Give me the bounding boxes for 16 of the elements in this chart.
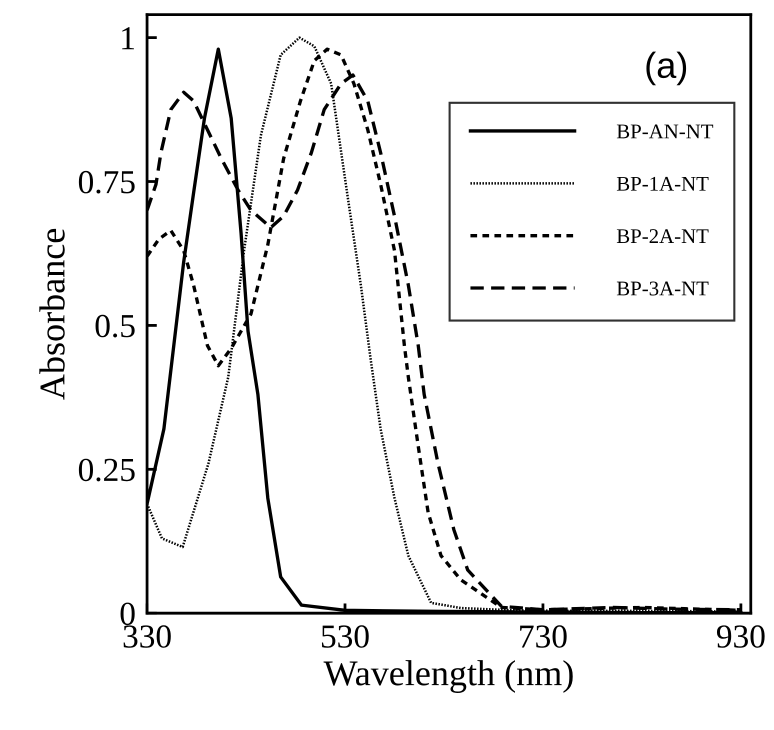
x-axis-title: Wavelength (nm): [324, 660, 573, 693]
legend-label: BP-2A-NT: [616, 229, 709, 244]
y-tick-label: 0.75: [78, 170, 135, 194]
x-tick-label: 730: [520, 625, 567, 648]
y-tick-label: 0.25: [78, 458, 135, 482]
x-tick-label: 930: [716, 625, 765, 648]
annotation: (a): [646, 52, 686, 86]
x-tick-label: 330: [124, 625, 171, 648]
legend-label: BP-1A-NT: [616, 176, 709, 191]
y-tick-label: 0.5: [96, 314, 135, 338]
x-tick-label: 530: [322, 625, 369, 648]
legend-label: BP-AN-NT: [616, 124, 714, 138]
y-tick-label: 1: [122, 27, 134, 50]
y-axis-title: Absorbance: [39, 228, 65, 400]
legend-label: BP-3A-NT: [616, 282, 709, 296]
y-tick-label: 0: [120, 602, 135, 626]
